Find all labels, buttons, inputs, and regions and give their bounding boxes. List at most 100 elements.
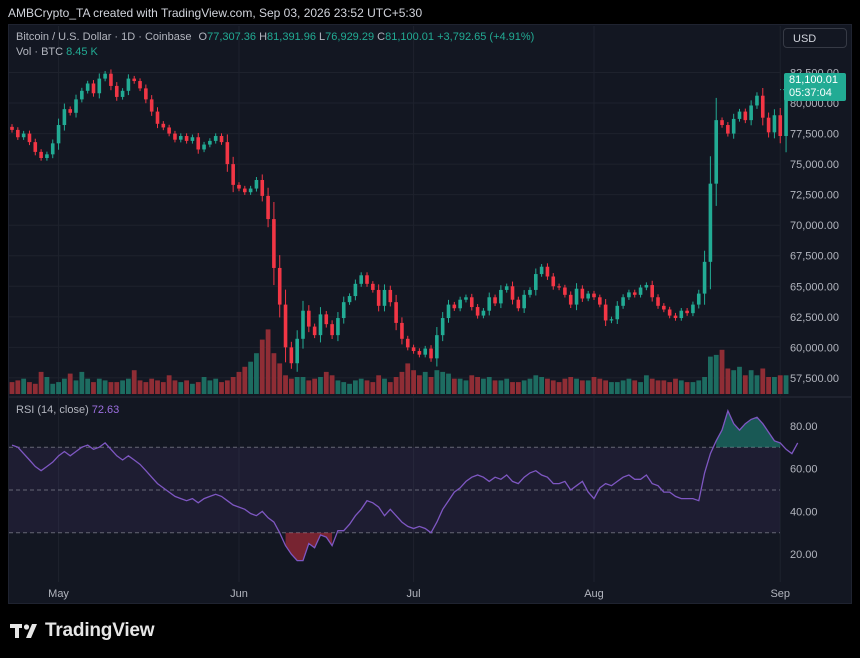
- candle-body: [627, 292, 631, 298]
- volume-bar: [283, 375, 288, 394]
- volume-bar: [306, 380, 312, 394]
- candle-body: [330, 324, 334, 336]
- rsi-label[interactable]: RSI (14, close): [16, 404, 89, 416]
- volume-bar: [620, 380, 626, 394]
- candle-body: [475, 307, 480, 316]
- volume-bar: [195, 382, 201, 394]
- volume-bar: [341, 382, 347, 394]
- candle-body: [376, 289, 381, 306]
- candle-body: [632, 292, 637, 295]
- candle-body: [243, 188, 247, 193]
- candle-body: [213, 136, 218, 141]
- candle-body: [435, 335, 439, 359]
- chart-panel: [8, 24, 852, 604]
- volume-bar: [38, 371, 44, 394]
- volume-bar: [166, 375, 172, 394]
- candle-body: [644, 285, 649, 288]
- volume-bar: [434, 370, 440, 394]
- volume-bar: [213, 378, 219, 394]
- candle-body: [499, 289, 503, 304]
- volume-bar: [347, 383, 352, 394]
- candle-body: [85, 83, 90, 91]
- volume-bar: [405, 363, 411, 394]
- candle-body: [33, 142, 38, 152]
- candle-body: [277, 267, 282, 305]
- candle-body: [301, 310, 305, 339]
- volume-bar: [236, 371, 242, 394]
- symbol-title[interactable]: Bitcoin / U.S. Dollar · 1D · Coinbase: [16, 31, 192, 43]
- candle-body: [219, 136, 224, 143]
- rsi-value: 72.63: [91, 404, 120, 416]
- candle-body: [667, 309, 672, 316]
- candle-body: [365, 275, 369, 284]
- volume-bar: [73, 380, 79, 394]
- candle-body: [120, 90, 125, 97]
- volume-bar: [568, 377, 574, 394]
- volume-bar: [149, 378, 155, 394]
- volume-bar: [515, 382, 521, 394]
- volume-bar: [428, 377, 434, 394]
- price-axis-label: 72,500.00: [790, 190, 839, 202]
- candle-body: [598, 297, 602, 305]
- candle-body: [109, 73, 113, 86]
- volume-bar: [603, 380, 609, 394]
- candle-body: [440, 318, 445, 336]
- volume-bar: [649, 378, 655, 394]
- candle-body: [190, 137, 195, 141]
- volume-bar: [626, 378, 632, 394]
- volume-bar: [44, 377, 50, 394]
- volume-bar: [539, 377, 545, 394]
- volume-bar: [382, 378, 387, 394]
- volume-bar: [318, 377, 323, 394]
- volume-bar: [510, 382, 515, 394]
- candle-body: [225, 142, 230, 165]
- volume-bar: [102, 380, 108, 394]
- candle-body: [469, 297, 474, 308]
- volume-bar: [661, 380, 667, 394]
- volume-bar: [120, 380, 125, 394]
- volume-bar: [719, 349, 725, 394]
- volume-bar: [85, 378, 91, 394]
- volume-bar: [550, 380, 556, 394]
- volume-bar: [731, 370, 737, 394]
- candle-body: [568, 294, 573, 305]
- candle-body: [16, 129, 20, 138]
- volume-bar: [614, 382, 620, 394]
- candle-body: [760, 95, 765, 118]
- volume-bar: [9, 382, 15, 394]
- candle-body: [504, 286, 509, 290]
- candle-body: [615, 305, 620, 320]
- volume-bar: [411, 370, 416, 394]
- volume-bar: [783, 375, 789, 394]
- candle-body: [679, 310, 684, 319]
- candle-body: [714, 120, 719, 184]
- volume-label[interactable]: Vol · BTC: [16, 46, 64, 58]
- volume-bar: [61, 378, 67, 394]
- candle-body: [516, 299, 521, 309]
- volume-bar: [207, 380, 213, 394]
- candle-body: [307, 310, 311, 327]
- volume-bar: [492, 380, 498, 394]
- volume-bar: [230, 377, 236, 394]
- tradingview-logo-text: TradingView: [45, 620, 155, 641]
- price-axis-label: 75,000.00: [790, 159, 839, 171]
- candle-body: [737, 111, 742, 119]
- candle-body: [603, 304, 608, 321]
- tradingview-logo[interactable]: TradingView: [10, 620, 155, 642]
- candle-body: [452, 304, 457, 309]
- candle-body: [21, 133, 26, 138]
- candle-body: [662, 305, 666, 310]
- volume-bar: [294, 377, 300, 394]
- volume-bar: [591, 377, 597, 394]
- currency-button[interactable]: USD: [783, 28, 847, 48]
- volume-bar: [655, 380, 661, 394]
- candle-body: [295, 338, 299, 364]
- volume-bar: [27, 382, 32, 394]
- volume-bar: [638, 382, 643, 394]
- rsi-axis-label: 40.00: [790, 506, 818, 518]
- price-axis-label: 67,500.00: [790, 251, 839, 263]
- candle-body: [592, 293, 596, 298]
- candle-body: [80, 90, 84, 100]
- volume-bar: [248, 361, 254, 394]
